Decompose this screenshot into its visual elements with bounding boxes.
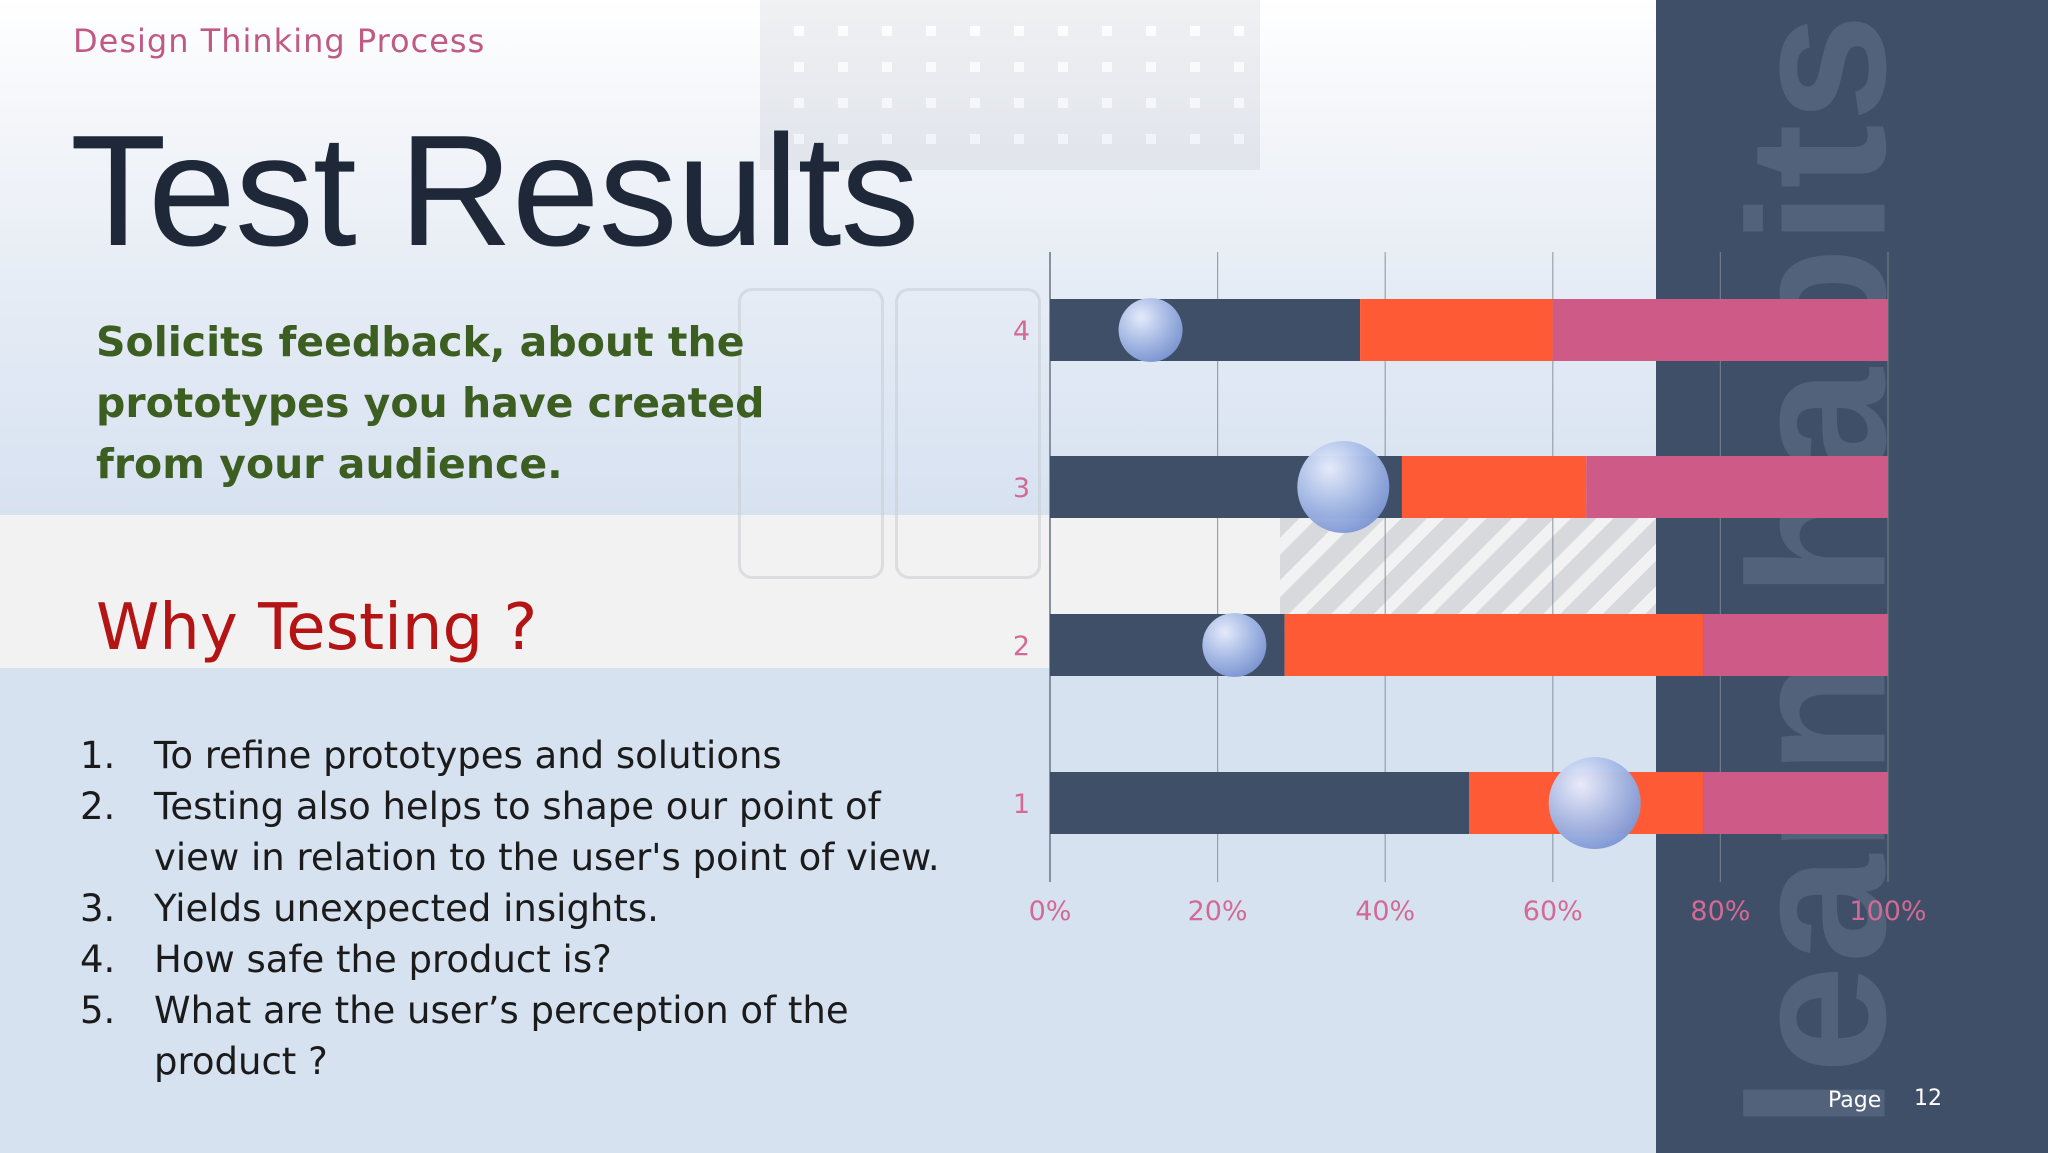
list-text: How safe the product is? <box>154 938 612 981</box>
sketch-card-decoration <box>895 288 1041 579</box>
list-item: 4. How safe the product is? <box>80 934 960 985</box>
bar-segment <box>1586 456 1888 518</box>
list-number: 2. <box>80 785 116 828</box>
list-number: 4. <box>80 938 116 981</box>
y-tick-label: 4 <box>1013 316 1030 347</box>
list-number: 5. <box>80 989 116 1032</box>
y-tick-label: 1 <box>1013 789 1030 820</box>
intro-text: Solicits feedback, about the prototypes … <box>96 318 765 488</box>
background-top <box>0 0 1656 515</box>
list-text: What are the user’s perception of the pr… <box>154 989 849 1083</box>
list-number: 1. <box>80 734 116 777</box>
sketch-card-decoration <box>738 288 884 579</box>
reasons-list: 1. To refine prototypes and solutions 2. T… <box>80 730 960 1087</box>
x-tick-label: 100% <box>1849 896 1926 927</box>
x-tick-label: 40% <box>1355 896 1415 927</box>
section-eyebrow: Design Thinking Process <box>73 22 486 60</box>
page-title: Test Results <box>70 103 920 279</box>
bubble-marker <box>1202 613 1267 677</box>
list-item: 5. What are the user’s perception of the … <box>80 985 960 1087</box>
x-tick-label: 0% <box>1029 896 1072 927</box>
list-text: To refine prototypes and solutions <box>154 734 782 777</box>
list-item: 3. Yields unexpected insights. <box>80 883 960 934</box>
list-number: 3. <box>80 887 116 930</box>
right-panel <box>1656 0 2048 1153</box>
bar-segment <box>1703 614 1888 676</box>
stacked-bar-chart: 0% 20% 40% 60% 80% 100% 1 2 3 4 <box>1013 252 1927 927</box>
x-tick-label: 80% <box>1690 896 1750 927</box>
bar-segment <box>1284 614 1704 676</box>
bubble-marker <box>1548 757 1641 849</box>
bubble-marker <box>1118 298 1183 362</box>
bar-segment <box>1050 772 1469 834</box>
y-tick-label: 2 <box>1013 631 1030 662</box>
page-number: 12 <box>1914 1086 1942 1111</box>
bar-segment <box>1360 299 1553 361</box>
bar-segment <box>1050 299 1361 361</box>
bar-segment <box>1552 299 1888 361</box>
section-heading: Why Testing ? <box>96 591 538 665</box>
background-bottom <box>0 668 1656 1153</box>
x-tick-label: 20% <box>1188 896 1248 927</box>
bar-segment <box>1703 772 1888 834</box>
bar-segment <box>1401 456 1587 518</box>
x-tick-label: 60% <box>1523 896 1583 927</box>
y-tick-label: 3 <box>1013 473 1030 504</box>
page-label: Page <box>1828 1088 1882 1113</box>
list-item: 2. Testing also helps to shape our point … <box>80 781 960 883</box>
list-text: Testing also helps to shape our point of… <box>154 785 940 879</box>
keyboard-decoration <box>760 0 1260 170</box>
list-text: Yields unexpected insights. <box>154 887 659 930</box>
bubble-marker <box>1297 441 1390 533</box>
list-item: 1. To refine prototypes and solutions <box>80 730 960 781</box>
